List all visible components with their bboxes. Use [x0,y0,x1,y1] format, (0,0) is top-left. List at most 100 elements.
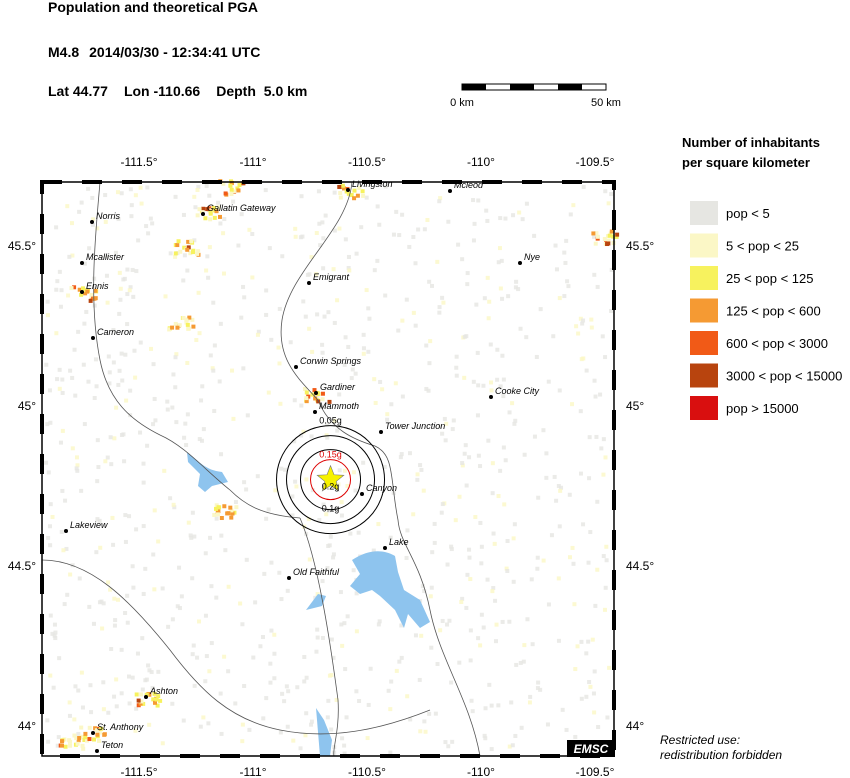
pop-cell [496,260,501,265]
pop-cell [498,216,503,221]
pop-cell [487,682,492,687]
pop-cell [415,477,420,482]
pop-cell [476,453,481,458]
pop-cell [337,468,342,473]
town-label: Canyon [366,483,397,493]
pop-cell [165,399,170,404]
pop-cell [359,225,364,230]
pop-cell [146,231,151,236]
pop-cell [507,744,512,749]
pop-cell [88,298,93,303]
pop-cell [546,379,551,384]
town-dot [448,189,452,193]
town-dot [314,391,318,395]
pop-cell [331,555,336,560]
pop-cell [307,326,312,331]
pop-cell [102,732,107,737]
pop-cell [489,703,494,708]
pop-cell [90,195,95,200]
pop-cell [93,726,98,731]
pop-cell [514,662,519,667]
pop-cell [133,375,138,380]
pop-cell [326,310,331,315]
pop-cell [181,718,186,723]
pop-cell [189,239,194,244]
pop-cell [440,618,445,623]
pop-cell [219,516,224,521]
pop-cell [556,483,561,488]
pop-cell [383,293,388,298]
pop-cell [125,322,130,327]
town-label: Mcleod [454,180,484,190]
pop-cell [65,204,70,209]
pop-cell [489,380,494,385]
pop-cell [152,396,157,401]
pop-cell [152,508,157,513]
pop-cell [473,515,478,520]
pop-cell [496,494,501,499]
pop-cell [106,580,111,585]
pop-cell [77,736,82,741]
pop-cell [449,544,454,549]
pop-cell [538,687,543,692]
pop-cell [328,534,333,539]
pop-cell [184,320,189,325]
pop-cell [190,250,195,255]
pop-cell [589,317,594,322]
pop-cell [498,286,503,291]
pop-cell [68,743,73,748]
pop-cell [497,246,502,251]
pop-cell [324,422,329,427]
pop-cell [411,310,416,315]
pop-cell [573,734,578,739]
pop-cell [131,294,136,299]
pop-cell [138,340,143,345]
pop-cell [498,468,503,473]
pop-cell [186,326,191,331]
pop-cell [76,731,81,736]
pop-cell [544,475,549,480]
pop-cell [128,187,133,192]
pop-cell [122,459,127,464]
pop-cell [488,342,493,347]
pop-cell [443,438,448,443]
pop-cell [279,597,284,602]
pop-cell [76,329,81,334]
pop-cell [234,505,239,510]
pop-cell [151,697,156,702]
pop-cell [591,231,596,236]
pop-cell [332,190,337,195]
pop-cell [138,701,143,706]
pop-cell [428,339,433,344]
pop-cell [485,218,490,223]
town-dot [379,430,383,434]
pop-cell [112,623,117,628]
pop-cell [285,724,290,729]
pop-cell [307,272,312,277]
pop-cell [156,669,161,674]
pop-cell [174,352,179,357]
pop-cell [449,547,454,552]
pop-cell [203,679,208,684]
pop-cell [141,461,146,466]
pop-cell [389,679,394,684]
pop-cell [175,325,180,330]
pop-cell [314,649,319,654]
town-dot [64,529,68,533]
scale-start: 0 km [450,97,474,109]
legend-swatch [690,201,718,225]
pop-cell [244,557,249,562]
pop-cell [380,387,385,392]
pop-cell [339,622,344,627]
pop-cell [350,367,355,372]
pop-cell [199,438,204,443]
pop-cell [253,600,258,605]
pop-cell [428,594,433,599]
pop-cell [138,430,143,435]
pop-cell [338,590,343,595]
pop-cell [153,700,158,705]
pop-cell [177,565,182,570]
lake [316,708,332,756]
pop-cell [407,244,412,249]
pop-cell [268,661,273,666]
